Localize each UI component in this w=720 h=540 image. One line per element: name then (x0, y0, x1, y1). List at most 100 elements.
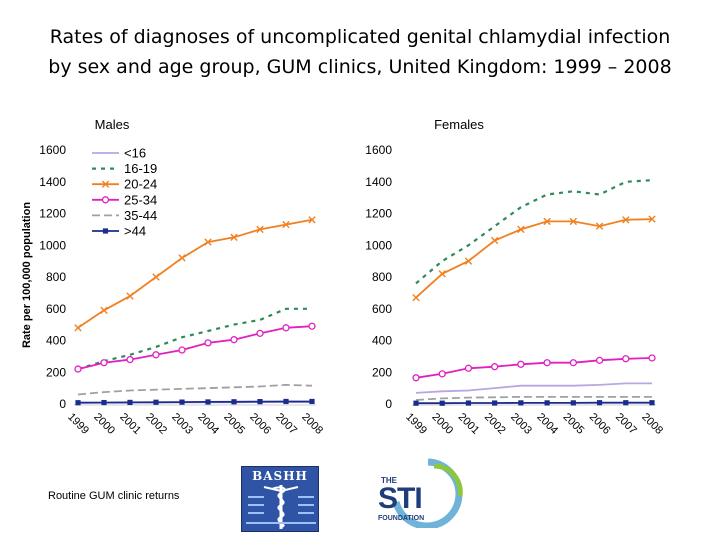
y-tick-label: 800 (46, 270, 66, 284)
data-point (517, 360, 525, 368)
data-point (153, 399, 159, 405)
data-point (464, 364, 473, 372)
series-44 (413, 400, 655, 406)
legend-label: <16 (124, 146, 146, 161)
data-point (464, 257, 473, 265)
y-tick-label: 800 (372, 270, 392, 284)
series-44 (75, 398, 315, 406)
x-tick-label: 1999 (65, 411, 91, 437)
data-point (205, 399, 211, 405)
series-line (415, 382, 652, 394)
series-line (77, 307, 312, 371)
data-point (230, 336, 238, 344)
y-tick-label: 200 (46, 365, 66, 379)
data-point (648, 215, 656, 223)
data-point (570, 400, 576, 406)
x-tick-label: 2004 (534, 411, 560, 437)
data-point (412, 374, 420, 382)
data-point (179, 399, 185, 405)
legend-label: >44 (124, 224, 146, 239)
data-point (491, 363, 499, 371)
data-point (282, 324, 290, 332)
legend-label: 16-19 (124, 161, 157, 176)
data-point (178, 346, 186, 354)
data-point (595, 356, 604, 364)
data-point (595, 222, 604, 230)
series-line (77, 218, 313, 329)
data-point (490, 236, 499, 245)
x-tick-label: 2001 (456, 411, 482, 437)
data-point (465, 400, 472, 406)
data-point (544, 400, 550, 406)
y-tick-label: 1200 (39, 207, 66, 221)
series-1619 (415, 179, 653, 285)
data-point (126, 292, 134, 300)
data-point (257, 399, 263, 405)
bashh-logo: BASHH (241, 466, 319, 532)
y-tick-label: 1400 (39, 175, 66, 189)
bashh-logo-text: BASHH (252, 469, 308, 483)
sti-logo-the: THE (381, 476, 397, 485)
y-tick-label: 1400 (365, 175, 392, 189)
series-16 (415, 382, 652, 394)
data-point (543, 359, 551, 367)
data-point (101, 399, 107, 406)
data-point (308, 216, 316, 224)
females-chart: Females 0 200 400 600 800 1000 1200 1400 1600 1999… (365, 117, 665, 437)
data-point (309, 398, 315, 405)
y-tick-label: 0 (59, 397, 66, 411)
legend-label: 35-44 (124, 208, 157, 223)
y-axis-label: Rate per 100,000 population (21, 202, 33, 348)
y-tick-label: 400 (372, 334, 392, 348)
data-point (438, 270, 446, 278)
series-line (415, 218, 653, 299)
series-2534 (74, 322, 316, 373)
data-point (178, 254, 186, 262)
data-point (622, 216, 630, 224)
data-point (283, 398, 289, 405)
y-tick-label: 1000 (365, 238, 392, 252)
x-tick-label: 2002 (482, 411, 508, 437)
x-tick-label: 2006 (587, 411, 613, 437)
series-line (416, 401, 652, 405)
x-tick-label: 2003 (169, 411, 195, 437)
y-tick-label: 1600 (39, 143, 66, 157)
data-point (308, 322, 316, 330)
x-tick-label: 2006 (247, 411, 273, 437)
legend-label: 25-34 (124, 192, 157, 207)
series-line (415, 357, 653, 379)
x-tick-label: 1999 (403, 411, 429, 437)
x-tick-label: 2007 (613, 411, 639, 437)
title-line-2: by sex and age group, GUM clinics, Unite… (48, 56, 672, 78)
data-point (75, 400, 81, 406)
series-2534 (412, 354, 656, 382)
data-point (649, 400, 655, 406)
data-point (152, 351, 160, 359)
series-2024 (412, 215, 656, 302)
data-point (439, 400, 445, 406)
data-point (517, 225, 525, 234)
sti-logo-sti: STI (378, 482, 423, 515)
data-point (74, 365, 82, 373)
data-point (126, 355, 134, 364)
title-line-1: Rates of diagnoses of uncomplicated geni… (49, 26, 671, 48)
x-tick-label: 2004 (195, 411, 221, 437)
y-tick-label: 600 (46, 302, 66, 316)
x-tick-label: 2005 (561, 411, 587, 437)
y-tick-label: 1600 (365, 143, 392, 157)
females-title: Females (434, 117, 484, 132)
data-point (152, 273, 160, 281)
x-tick-label: 2008 (299, 411, 325, 437)
data-point (230, 233, 238, 242)
y-tick-label: 400 (46, 334, 66, 348)
x-tick-label: 2003 (508, 411, 534, 437)
data-point (648, 354, 656, 362)
data-point (622, 355, 630, 363)
data-point (256, 225, 264, 234)
legend-marker (101, 180, 110, 188)
y-tick-label: 1000 (39, 238, 66, 252)
legend-label: 20-24 (124, 177, 157, 192)
data-point (569, 217, 578, 226)
